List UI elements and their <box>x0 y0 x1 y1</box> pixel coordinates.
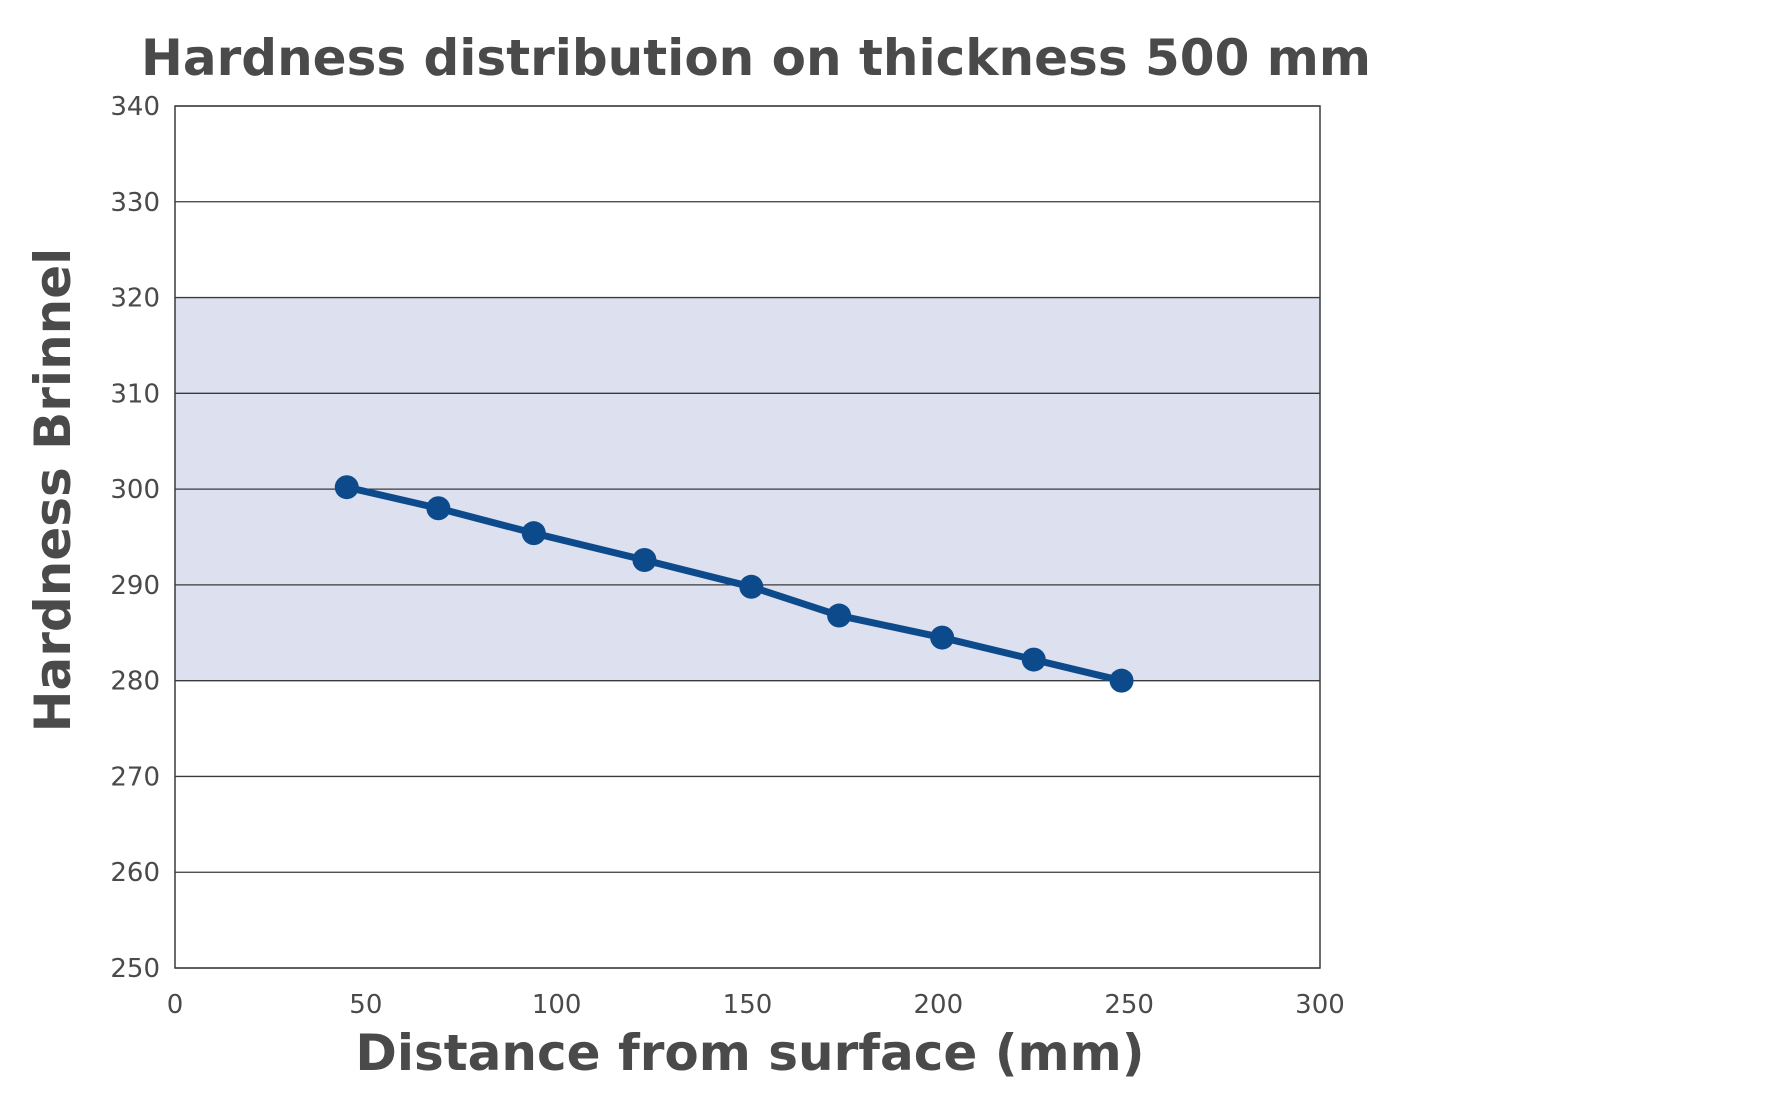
data-point <box>1021 647 1046 672</box>
x-tick-label: 0 <box>167 990 184 1020</box>
data-point <box>827 603 852 628</box>
y-tick-label: 340 <box>110 92 160 122</box>
plot-frame <box>174 105 1321 969</box>
x-tick-labels: 0 50 100 150 200 250 300 <box>167 990 1345 1020</box>
data-point <box>521 521 546 546</box>
data-point <box>632 547 657 572</box>
y-tick-label: 330 <box>110 188 160 218</box>
x-tick-label: 150 <box>723 990 773 1020</box>
x-tick-label: 100 <box>532 990 582 1020</box>
x-tick-label: 250 <box>1104 990 1154 1020</box>
data-point <box>334 475 359 500</box>
y-tick-labels: 250 260 270 280 290 300 310 320 330 340 <box>110 92 160 984</box>
y-tick-label: 270 <box>110 762 160 792</box>
y-axis-label: Hardness Brinnel <box>24 248 82 733</box>
series-layer <box>334 475 1134 693</box>
data-point <box>739 574 764 599</box>
y-tick-label: 310 <box>110 379 160 409</box>
y-tick-label: 280 <box>110 667 160 697</box>
chart-title: Hardness distribution on thickness 500 m… <box>141 29 1371 87</box>
y-tick-label: 260 <box>110 858 160 888</box>
x-tick-label: 300 <box>1295 990 1345 1020</box>
x-tick-label: 50 <box>349 990 382 1020</box>
y-tick-label: 290 <box>110 571 160 601</box>
y-tick-label: 300 <box>110 475 160 505</box>
y-tick-label: 250 <box>110 954 160 984</box>
x-tick-label: 200 <box>914 990 964 1020</box>
x-axis-label: Distance from surface (mm) <box>355 1024 1144 1082</box>
data-point <box>426 496 451 521</box>
plot-background <box>175 106 1320 968</box>
data-point <box>930 625 955 650</box>
data-point <box>1109 668 1134 693</box>
y-tick-label: 320 <box>110 284 160 314</box>
